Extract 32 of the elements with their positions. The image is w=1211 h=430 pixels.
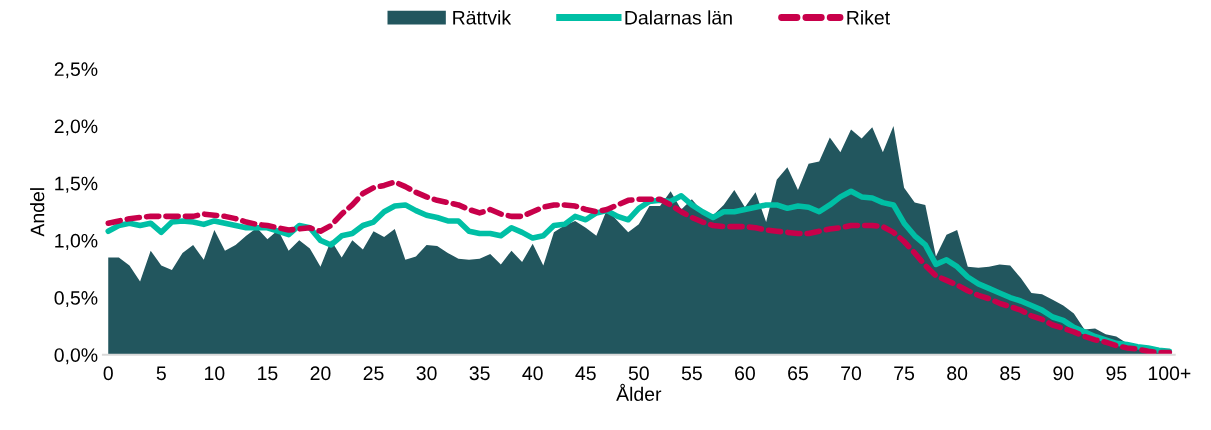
x-tick-label: 75	[894, 366, 915, 381]
x-tick-label: 100+	[1148, 366, 1191, 381]
y-tick-label: 2,5%	[54, 62, 98, 79]
x-tick-label: 35	[469, 366, 490, 381]
x-tick-label: 45	[575, 366, 596, 381]
y-tick-label: 2,0%	[54, 119, 98, 136]
x-tick-label: 20	[310, 366, 331, 381]
x-tick-label: 0	[103, 366, 113, 381]
y-tick-label: 0,5%	[54, 291, 98, 308]
y-tick-label: 1,5%	[55, 176, 98, 193]
x-tick-label: 95	[1106, 366, 1127, 381]
x-tick-label: 5	[156, 366, 166, 381]
legend-label: Dalarnas län	[625, 10, 732, 25]
x-tick-label: 40	[522, 366, 543, 381]
x-tick-label: 50	[628, 366, 649, 381]
x-tick-label: 30	[416, 366, 437, 381]
legend-label: Rättvik	[453, 10, 512, 25]
y-axis-title: Andel	[30, 188, 45, 237]
x-tick-label: 80	[947, 366, 968, 381]
x-tick-label: 70	[841, 366, 862, 381]
x-tick-label: 60	[735, 366, 755, 381]
x-tick-label: 15	[258, 366, 278, 381]
x-tick-label: 85	[1000, 366, 1021, 381]
x-tick-label: 55	[681, 366, 702, 381]
x-tick-label: 90	[1053, 366, 1074, 381]
x-tick-label: 10	[205, 366, 225, 381]
x-tick-label: 65	[788, 366, 808, 381]
y-tick-label: 1,0%	[55, 233, 98, 250]
x-tick-label: 25	[363, 366, 384, 381]
x-axis-title: Ålder	[616, 383, 662, 402]
y-tick-label: 0,0%	[54, 348, 98, 365]
legend-label: Riket	[847, 10, 890, 25]
